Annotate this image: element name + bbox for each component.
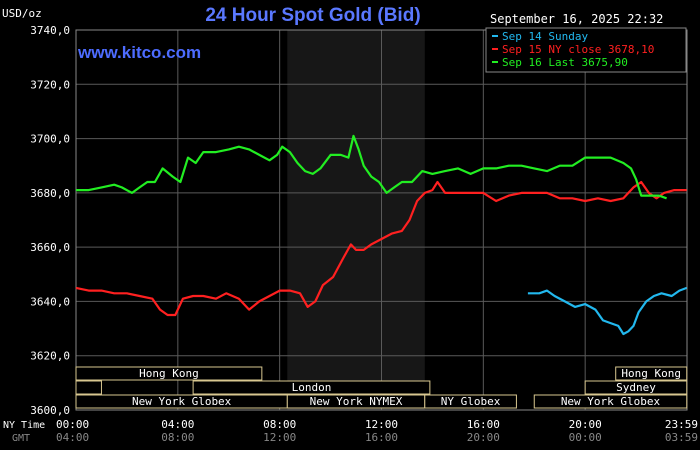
legend-entry: Sep 16 Last 3675,90 — [502, 56, 628, 69]
x-tick-label-ny: 12:00 — [365, 418, 398, 431]
session-box — [75, 366, 263, 381]
x-tick-label-ny: 04:00 — [161, 418, 194, 431]
legend: September 16, 2025 22:32 Sep 14 SundaySe… — [485, 12, 687, 73]
legend-timestamp: September 16, 2025 22:32 — [490, 12, 663, 26]
series-lines — [75, 134, 688, 336]
x-tick-label-gmt: 12:00 — [263, 431, 296, 444]
session-label: Hong Kong — [621, 367, 681, 380]
x-tick-label-gmt: 04:00 — [56, 431, 89, 444]
nymex-shade — [287, 30, 425, 410]
legend-entry: Sep 15 NY close 3678,10 — [502, 43, 654, 56]
session-box — [192, 380, 431, 395]
session-label: Sydney — [616, 381, 656, 394]
session-label: New York Globex — [132, 395, 232, 408]
series-line-1 — [75, 180, 687, 317]
session-box-stub — [75, 380, 102, 395]
session-box — [615, 366, 688, 381]
session-box — [424, 394, 517, 409]
watermark: www.kitco.com — [77, 43, 201, 62]
legend-box — [485, 27, 687, 73]
session-label: New York Globex — [561, 395, 661, 408]
x-tick-label-ny: 16:00 — [467, 418, 500, 431]
x-tick-label-gmt: 08:00 — [161, 431, 194, 444]
grid — [75, 29, 688, 411]
series-line-0 — [527, 286, 688, 336]
x-tick-label-ny: 23:59 — [665, 418, 698, 431]
x-tick-labels: 00:00 04:00 08:00 12:00 16:00 20:00 23:5904:00… — [56, 418, 698, 444]
chart-title: 24 Hour Spot Gold (Bid) — [205, 5, 420, 26]
series-line-2 — [76, 134, 667, 200]
x-tick-label-gmt: 03:59 — [665, 431, 698, 444]
x-tick-label-ny: 00:00 — [56, 418, 89, 431]
x-row-label-ny: NY Time — [3, 420, 45, 431]
x-tick-label-ny: 08:00 — [263, 418, 296, 431]
y-tick-label: 3660,0 — [30, 241, 70, 254]
y-tick-label: 3600,0 — [30, 404, 70, 417]
session-box — [584, 380, 688, 395]
x-row-label-gmt: GMT — [12, 433, 30, 444]
y-tick-label: 3680,0 — [30, 187, 70, 200]
y-tick-label: 3700,0 — [30, 133, 70, 146]
plot-border — [75, 29, 688, 411]
session-label: Hong Kong — [139, 367, 199, 380]
shaded-region-0 — [287, 30, 425, 410]
x-tick-label-ny: 20:00 — [569, 418, 602, 431]
session-label: New York NYMEX — [310, 395, 403, 408]
y-tick-label: 3620,0 — [30, 350, 70, 363]
unit-label: USD/oz — [2, 7, 42, 20]
x-tick-label-gmt: 00:00 — [569, 431, 602, 444]
y-tick-label: 3740,0 — [30, 24, 70, 37]
session-box — [533, 394, 688, 409]
x-tick-label-gmt: 20:00 — [467, 431, 500, 444]
legend-entry: Sep 14 Sunday — [502, 30, 588, 43]
session-label: London — [292, 381, 332, 394]
y-tick-label: 3640,0 — [30, 295, 70, 308]
y-tick-labels: 3600,0 3620,0 3640,0 3660,0 3680,0 3700,0 3720… — [30, 24, 70, 417]
session-label: NY Globex — [441, 395, 501, 408]
y-tick-label: 3720,0 — [30, 78, 70, 91]
x-tick-label-gmt: 16:00 — [365, 431, 398, 444]
